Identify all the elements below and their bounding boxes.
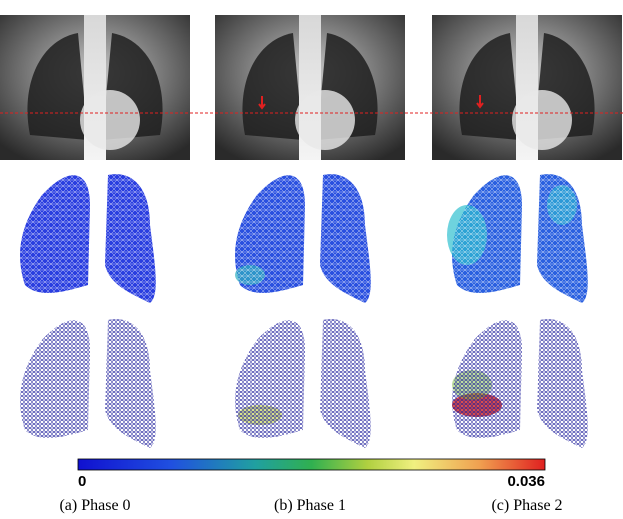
wire-mesh	[452, 319, 588, 448]
caption: (c) Phase 2	[491, 497, 562, 514]
xray-image	[0, 15, 190, 160]
caption: (a) Phase 0	[59, 497, 130, 514]
colorbar-max: 0.036	[507, 473, 545, 490]
arrow	[476, 95, 484, 109]
caption: (b) Phase 1	[274, 497, 346, 514]
colorbar-min: 0	[78, 473, 86, 490]
wire-mesh	[235, 319, 371, 448]
surface-mesh	[447, 174, 588, 303]
xray-image	[432, 15, 622, 160]
surface-mesh	[20, 174, 156, 303]
wire-mesh	[20, 319, 156, 448]
xray-image	[215, 15, 405, 160]
arrow	[258, 96, 266, 110]
colorbar	[77, 458, 546, 471]
surface-mesh	[235, 174, 371, 303]
